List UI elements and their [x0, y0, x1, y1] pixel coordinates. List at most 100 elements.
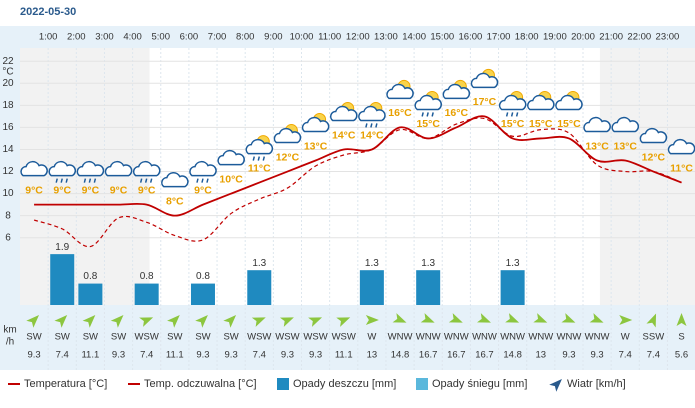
wind-speed: 7.4: [140, 350, 153, 361]
y-tick-label: 18: [2, 100, 14, 111]
drop: [426, 112, 429, 117]
wind-arrow: [251, 317, 266, 327]
wind-speed: 7.4: [253, 350, 266, 361]
weather-icon: [76, 160, 105, 183]
temperature-label: 17°C: [473, 96, 497, 108]
wind-direction: WNW: [388, 332, 413, 343]
legend-label: Opady deszczu [mm]: [293, 378, 396, 390]
legend-swatch: [549, 379, 562, 392]
wind-speed: 9.3: [562, 350, 575, 361]
rain-label: 0.8: [140, 271, 154, 282]
weather-icon: [470, 68, 499, 89]
wind-direction: WSW: [332, 332, 356, 343]
wind-speed: 9.3: [27, 350, 40, 361]
drop: [515, 112, 519, 117]
wind-speed: 9.3: [196, 350, 209, 361]
drop: [149, 178, 153, 183]
hour-label: 15:00: [430, 32, 454, 43]
wind-direction: W: [367, 332, 376, 343]
rain-bar: [50, 254, 75, 305]
cloud: [48, 160, 77, 177]
drop: [262, 156, 266, 161]
hour-label: 1:00: [39, 32, 58, 43]
cloud: [639, 127, 668, 144]
wind-speed: 11.1: [166, 350, 184, 361]
drop: [421, 112, 424, 117]
drop: [144, 178, 148, 183]
wind-speed: 7.4: [619, 350, 632, 361]
night: [599, 48, 695, 305]
drop: [431, 112, 434, 117]
rain-bar: [359, 270, 384, 305]
wind-speed: 7.4: [647, 350, 660, 361]
wind-speed: 9.3: [225, 350, 238, 361]
legend-label: Wiatr [km/h]: [567, 378, 626, 390]
cloud: [611, 116, 640, 133]
rain-bar: [190, 283, 215, 305]
temperature-label: 9°C: [138, 184, 156, 196]
temperature-label: 10°C: [219, 173, 243, 185]
y-tick-label: 8: [5, 210, 11, 221]
wind-unit: /h: [6, 337, 14, 348]
rain-bar: [78, 283, 103, 305]
drop: [93, 178, 97, 183]
legend-label: Temp. odczuwalna [°C]: [144, 378, 257, 390]
hour-label: 16:00: [459, 32, 483, 43]
temperature-label: 9°C: [25, 184, 43, 196]
wind-arrow: [195, 315, 208, 328]
cloud: [132, 160, 161, 177]
rain-label: 0.8: [83, 271, 97, 282]
cloud: [498, 94, 527, 111]
temperature-label: 12°C: [276, 151, 300, 163]
drop: [196, 178, 199, 183]
temperature-label: 9°C: [194, 184, 212, 196]
weather-icon: [611, 116, 640, 133]
hour-label: 13:00: [374, 32, 398, 43]
wind-direction: WNW: [416, 332, 441, 343]
wind-arrow: [448, 313, 463, 323]
wind-arrow: [561, 313, 576, 323]
cloud: [76, 160, 105, 177]
cloud: [358, 105, 386, 122]
cloud: [386, 83, 414, 100]
cloud: [20, 160, 48, 177]
weather-icon: [555, 90, 583, 111]
cloud: [330, 105, 358, 122]
temperature-label: 16°C: [388, 107, 412, 119]
wind-direction: WNW: [557, 332, 582, 343]
wind-arrow: [139, 317, 154, 327]
wind-speed: 9.3: [309, 350, 322, 361]
weather-icon: [104, 160, 133, 177]
wind-arrow: [646, 313, 657, 328]
wind-speed: 16.7: [475, 350, 494, 361]
rain-bar: [416, 270, 441, 305]
wind-speed: 11.1: [81, 350, 99, 361]
wind-arrow: [619, 315, 633, 325]
wind-direction: WSW: [275, 332, 299, 343]
cloud: [555, 94, 583, 111]
wind-speed: 16.7: [419, 350, 438, 361]
wind-arrow: [589, 313, 604, 323]
temperature-label: 15°C: [557, 118, 581, 130]
hour-label: 3:00: [95, 32, 114, 43]
weather-icon: [301, 113, 330, 133]
cloud: [442, 83, 471, 100]
cloud: [104, 160, 133, 177]
wind-arrow: [308, 317, 323, 327]
wind-arrow: [477, 313, 491, 323]
weather-icon: [583, 116, 611, 133]
y-unit: °C: [2, 67, 13, 78]
wind-speed: 11.1: [335, 350, 353, 361]
drop: [365, 123, 368, 128]
temperature-label: 16°C: [445, 107, 469, 119]
temperature-label: 9°C: [110, 184, 128, 196]
wind-direction: SW: [195, 332, 210, 343]
drop: [257, 156, 261, 161]
wind-direction: SSW: [643, 332, 665, 343]
drop: [370, 123, 373, 128]
temperature-label: 14°C: [360, 129, 384, 141]
left-bar: [0, 26, 20, 370]
weather-icon: [498, 90, 527, 117]
wind-speed: 9.3: [281, 350, 294, 361]
